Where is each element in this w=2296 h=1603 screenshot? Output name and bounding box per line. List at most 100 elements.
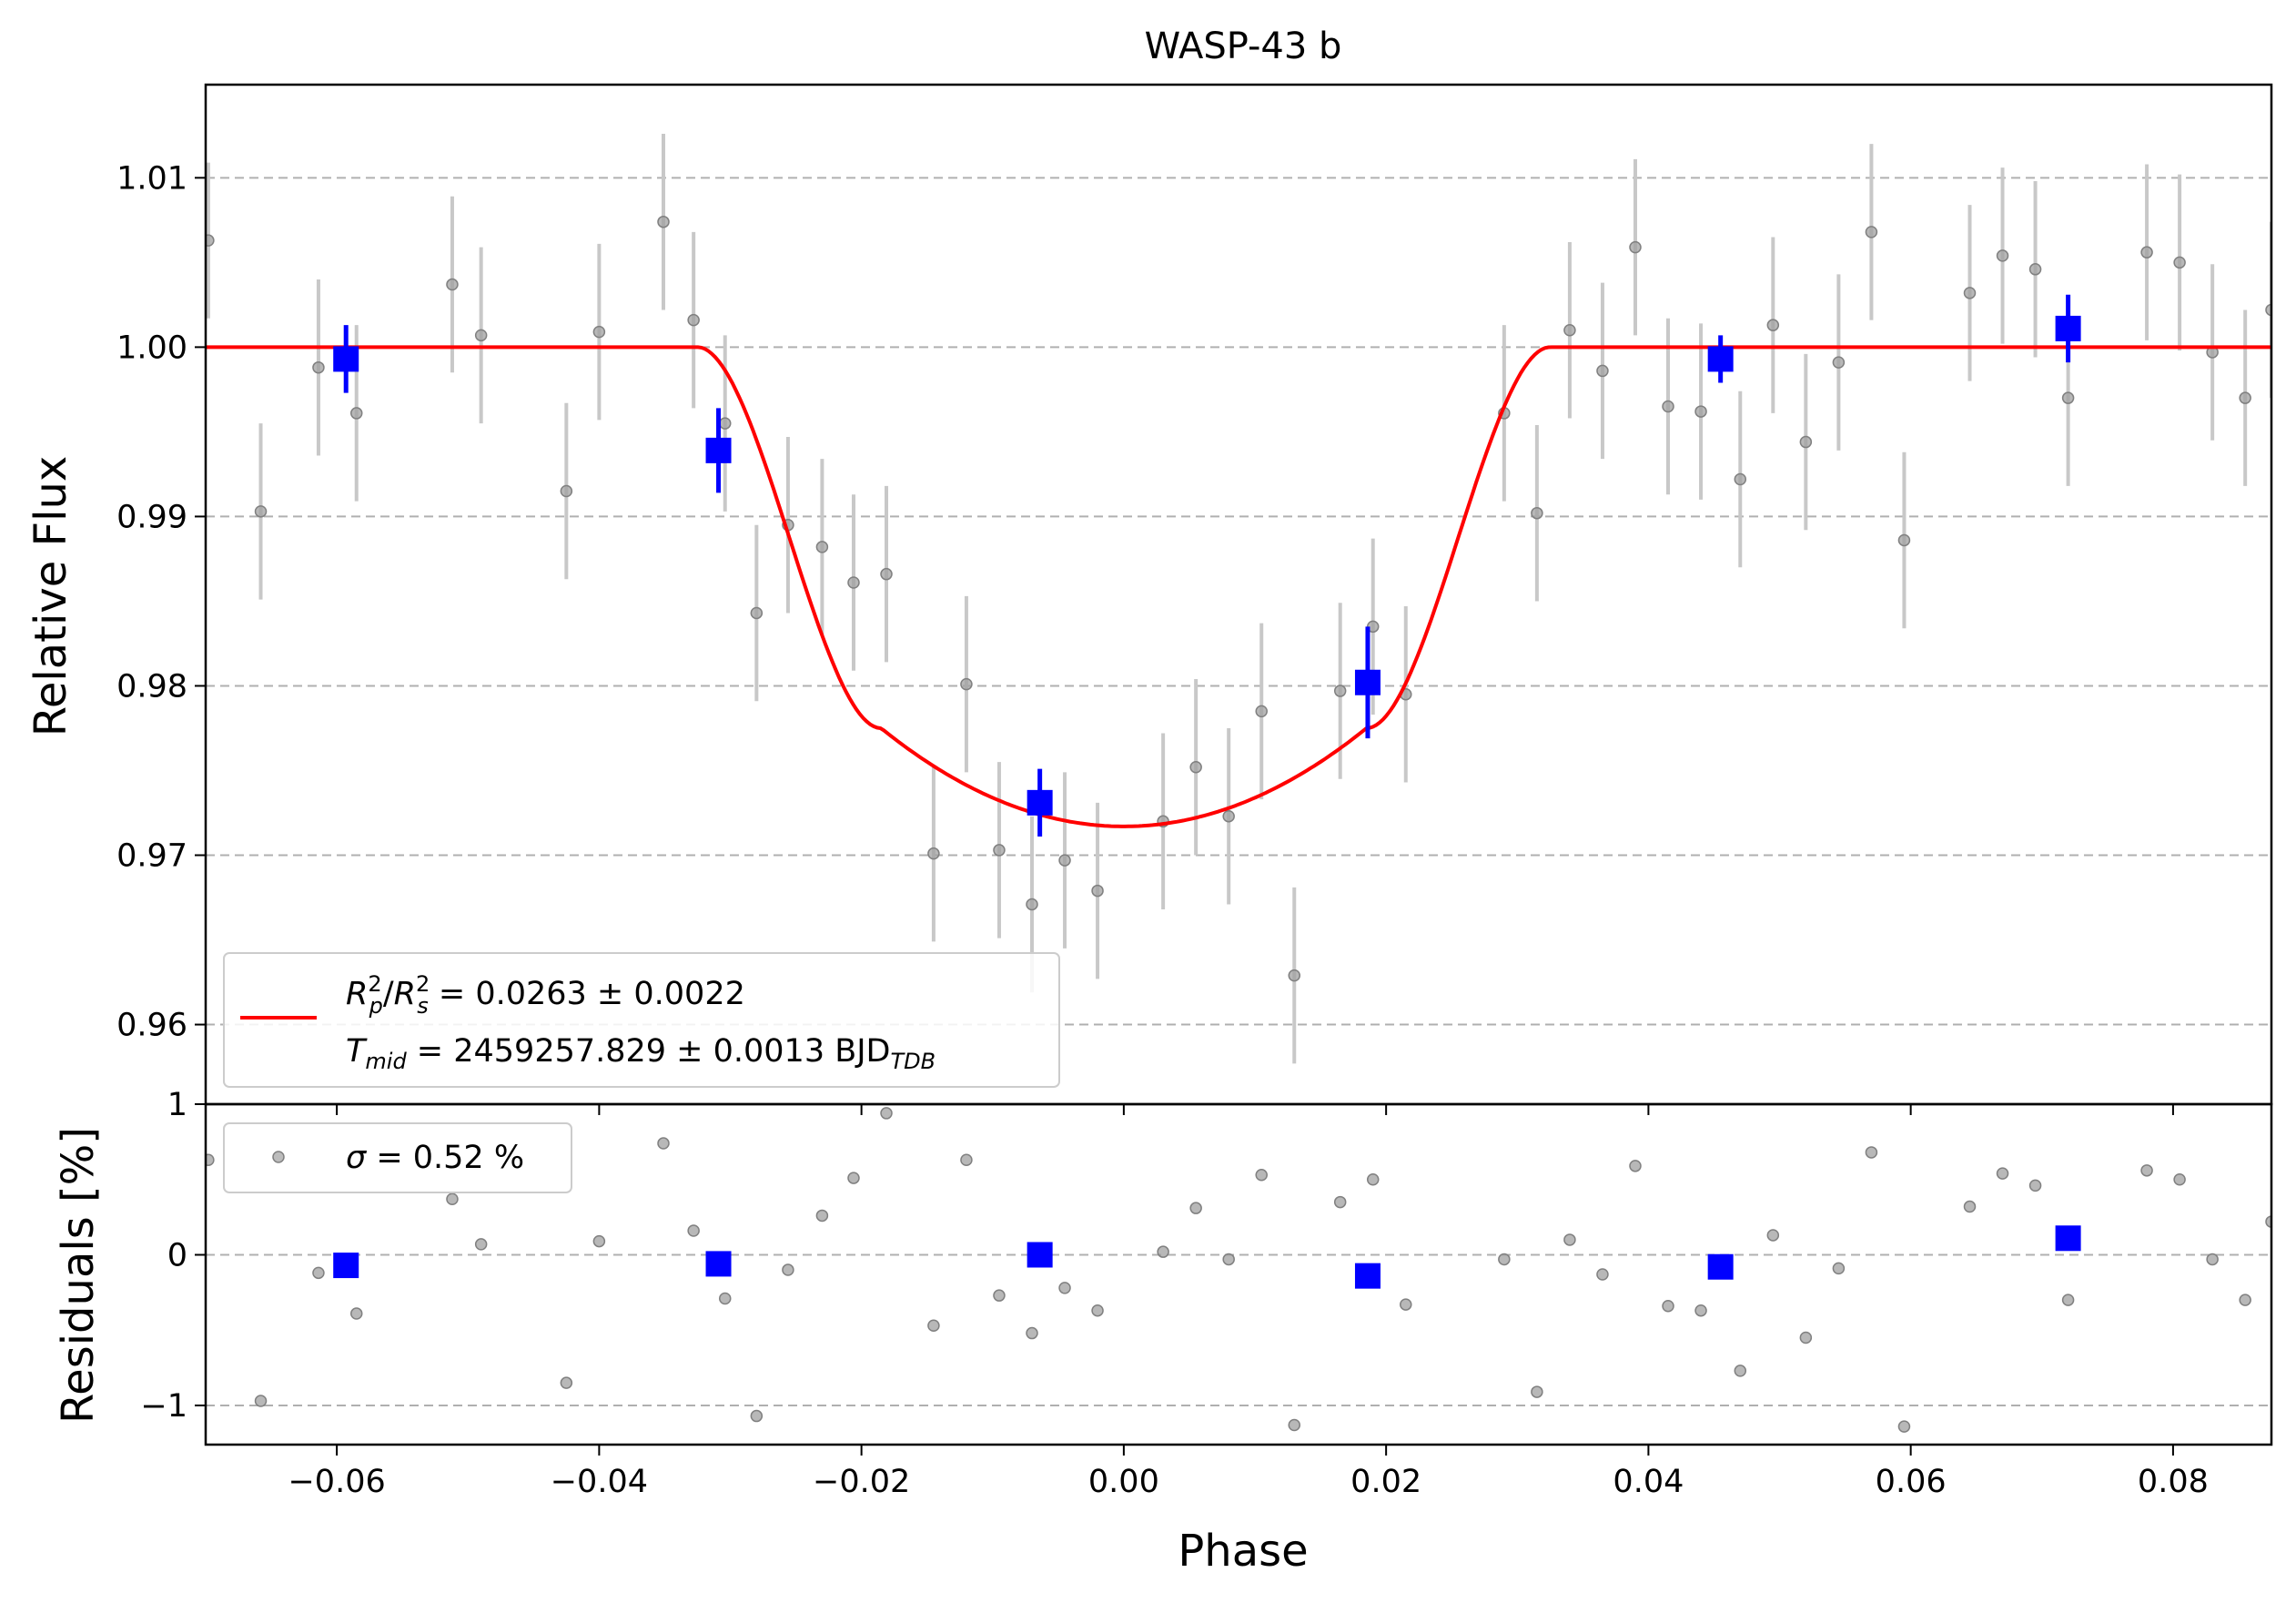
flux-data-point bbox=[960, 677, 973, 691]
x-axis-label: Phase bbox=[1178, 1526, 1308, 1577]
legend-flux: R2 p/R2 s = 0.0263 ± 0.0022 Tmid = 2459257… bbox=[223, 952, 1060, 1088]
binned-point bbox=[1354, 669, 1381, 695]
binned-point bbox=[1027, 789, 1053, 816]
legend-depth-sup2: 2 bbox=[416, 971, 430, 997]
residual-point bbox=[1091, 1304, 1104, 1317]
residual-point bbox=[782, 1263, 794, 1276]
residual-point bbox=[2173, 1172, 2186, 1186]
transit-model-curve bbox=[206, 345, 2271, 828]
flux-data-point bbox=[2239, 391, 2251, 404]
residual-point bbox=[592, 1234, 606, 1248]
legend-tmid-sub: mid bbox=[365, 1049, 407, 1074]
residual-point bbox=[2028, 1179, 2042, 1192]
residuals-panel: −1 0 1 −0.06 −0.04 −0.02 0.00 0.02 0.04 0.06 0.08 bbox=[140, 1087, 2273, 1500]
legend-sigma-label: σ = 0.52 % bbox=[346, 1140, 524, 1176]
residual-point bbox=[446, 1192, 459, 1206]
flux-data-point bbox=[993, 844, 1006, 857]
flux-data-point bbox=[349, 407, 363, 420]
binned-residual-point bbox=[1354, 1263, 1381, 1289]
x-tick-label: −0.04 bbox=[551, 1464, 648, 1500]
flux-data-point bbox=[1189, 761, 1202, 774]
flux-panel: 0.96 0.97 0.98 0.99 1.00 1.01 bbox=[116, 83, 2273, 1115]
residual-point bbox=[1026, 1326, 1038, 1340]
flux-data-point bbox=[1531, 506, 1543, 520]
legend-depth-sub-p: p bbox=[369, 993, 383, 1019]
residual-point bbox=[1865, 1146, 1878, 1159]
flux-data-point bbox=[1766, 319, 1780, 331]
legend-sigma-value: = 0.52 % bbox=[366, 1140, 524, 1176]
residual-point bbox=[349, 1307, 363, 1320]
binned-residual-point bbox=[705, 1251, 732, 1277]
residual-point bbox=[1222, 1253, 1235, 1266]
legend-depth-value: = 0.0263 ± 0.0022 bbox=[429, 976, 745, 1012]
flux-data-point bbox=[1963, 287, 1977, 299]
residual-point bbox=[1366, 1172, 1380, 1186]
legend-tmid-unit-sub: TDB bbox=[891, 1049, 936, 1074]
legend-residuals: σ = 0.52 % bbox=[223, 1122, 572, 1193]
residual-point bbox=[1058, 1282, 1071, 1294]
residual-point bbox=[1288, 1418, 1301, 1432]
flux-data-point bbox=[1288, 969, 1301, 982]
residual-point bbox=[254, 1395, 268, 1407]
y-tick-label-flux: 0.99 bbox=[116, 499, 187, 535]
residual-point bbox=[1189, 1202, 1202, 1214]
flux-data-point bbox=[254, 505, 268, 518]
flux-data-point bbox=[1865, 226, 1878, 238]
flux-axes-frame bbox=[204, 83, 2273, 1106]
x-tick-label: 0.04 bbox=[1613, 1464, 1684, 1500]
y-tick-label-flux: 1.00 bbox=[116, 330, 187, 366]
x-tick-label: 0.02 bbox=[1350, 1464, 1421, 1500]
binned-point bbox=[333, 346, 359, 372]
residual-point bbox=[560, 1376, 573, 1389]
flux-data-point bbox=[1563, 324, 1576, 337]
legend-depth-label: R2 p/R2 s = 0.0263 ± 0.0022 bbox=[346, 971, 745, 1019]
y-tick-label-flux: 0.96 bbox=[116, 1008, 187, 1044]
residual-point bbox=[1596, 1268, 1609, 1281]
residual-point bbox=[1799, 1331, 1813, 1344]
flux-data-point bbox=[1255, 705, 1268, 718]
residual-point bbox=[1694, 1304, 1707, 1317]
flux-data-point bbox=[1333, 685, 1347, 697]
residuals-data-layer bbox=[206, 1107, 2271, 1433]
chart-title: WASP-43 b bbox=[1145, 25, 1342, 67]
residual-point bbox=[1498, 1253, 1511, 1266]
residual-point bbox=[2140, 1164, 2153, 1177]
y-tick-label-residuals: 1 bbox=[167, 1087, 187, 1123]
residual-point bbox=[880, 1107, 893, 1120]
flux-data-point bbox=[2140, 246, 2153, 259]
flux-data-point bbox=[1026, 898, 1038, 911]
residual-point bbox=[1629, 1160, 1642, 1172]
legend-residual-marker bbox=[272, 1151, 285, 1163]
flux-data-point bbox=[750, 606, 764, 620]
flux-data-point bbox=[1734, 472, 1747, 486]
binned-residual-point bbox=[1027, 1242, 1053, 1268]
residual-point bbox=[1157, 1245, 1169, 1258]
flux-data-point bbox=[446, 278, 459, 291]
legend-depth-symbol-rp: R bbox=[346, 976, 368, 1012]
flux-data-point bbox=[1222, 809, 1235, 823]
binned-residual-point bbox=[1707, 1253, 1734, 1280]
y-axis-label-flux: Relative Flux bbox=[25, 456, 76, 737]
flux-data-point bbox=[1662, 400, 1674, 413]
residual-point bbox=[206, 1153, 215, 1166]
binned-residual-point bbox=[2055, 1225, 2081, 1252]
residual-point bbox=[1531, 1385, 1543, 1398]
legend-tmid-label: Tmid = 2459257.829 ± 0.0013 BJDTDB bbox=[346, 1033, 936, 1074]
flux-data-point bbox=[657, 215, 670, 228]
flux-data-point bbox=[1629, 240, 1642, 254]
y-axis-label-residuals: Residuals [%] bbox=[53, 1127, 104, 1424]
flux-data-point bbox=[2265, 303, 2271, 317]
flux-data-point bbox=[560, 484, 573, 498]
residuals-axes-frame bbox=[204, 1102, 2273, 1446]
legend-depth-sub-s: s bbox=[417, 993, 429, 1019]
residual-point bbox=[687, 1224, 700, 1237]
flux-data-point bbox=[1996, 249, 2009, 262]
x-tick-label: −0.02 bbox=[813, 1464, 910, 1500]
flux-data-point bbox=[927, 847, 940, 860]
flux-data-point bbox=[2173, 256, 2186, 269]
flux-data-point bbox=[718, 417, 732, 430]
flux-data-point bbox=[1897, 533, 1911, 547]
legend-depth-slash: / bbox=[383, 976, 394, 1012]
flux-data-point bbox=[592, 325, 606, 339]
flux-data-point bbox=[474, 329, 488, 342]
